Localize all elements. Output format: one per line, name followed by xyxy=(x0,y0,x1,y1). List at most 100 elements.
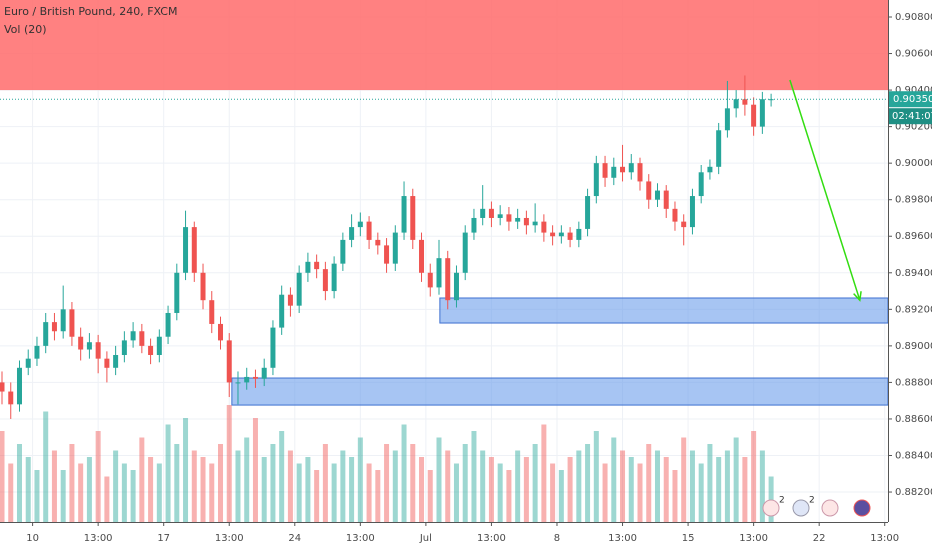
volume-bar xyxy=(672,470,678,522)
volume-bar xyxy=(261,457,267,522)
zone xyxy=(0,0,888,91)
candle-body xyxy=(654,190,660,200)
candle-body xyxy=(724,108,730,131)
x-tick-label: 8 xyxy=(554,533,560,544)
candle-body xyxy=(314,261,320,270)
candle-body xyxy=(716,130,722,167)
volume-bar xyxy=(148,457,154,522)
candle-body xyxy=(375,239,381,246)
candle-body xyxy=(218,323,224,341)
volume-bar xyxy=(663,457,669,522)
volume-bar xyxy=(506,470,512,522)
volume-bar xyxy=(270,444,276,522)
volume-bar xyxy=(244,437,250,522)
candle-body xyxy=(401,196,407,233)
volume-bar xyxy=(419,457,425,522)
candle-body xyxy=(104,358,110,368)
candle-body xyxy=(558,232,564,237)
candle-body xyxy=(620,166,626,173)
volume-bar xyxy=(558,470,564,522)
volume-bar xyxy=(218,444,224,522)
x-tick-label: 13:00 xyxy=(608,533,637,544)
volume-bar xyxy=(611,437,617,522)
volume-bar xyxy=(252,418,258,522)
candle-body xyxy=(8,391,14,405)
candle-body xyxy=(244,376,250,383)
x-tick-label: 13:00 xyxy=(346,533,375,544)
volume-bar xyxy=(698,463,704,522)
chart-title: Euro / British Pound, 240, FXCM xyxy=(4,5,177,18)
event-icon[interactable] xyxy=(762,499,780,517)
candle-body xyxy=(410,196,416,240)
volume-bar xyxy=(183,418,189,522)
candle-body xyxy=(183,227,189,273)
candle-body xyxy=(296,272,302,306)
candle-body xyxy=(751,104,757,127)
candle-body xyxy=(305,261,311,273)
candle-body xyxy=(576,228,582,240)
volume-bar xyxy=(384,444,390,522)
x-tick-label: Jul xyxy=(419,533,432,544)
volume-bar xyxy=(0,431,5,522)
candle-body xyxy=(506,214,512,222)
candle-body xyxy=(628,163,634,173)
volume-bar xyxy=(331,463,337,522)
volume-bar xyxy=(340,450,346,522)
event-icon[interactable] xyxy=(821,499,839,517)
volume-bar xyxy=(322,444,328,522)
candle-body xyxy=(453,272,459,301)
arrow-head xyxy=(853,291,862,302)
volume-bar xyxy=(751,431,757,522)
volume-bar xyxy=(16,444,22,522)
volume-bar xyxy=(453,463,459,522)
candle-body xyxy=(689,196,695,228)
indicator-label: Vol (20) xyxy=(4,23,47,36)
volume-bar xyxy=(436,437,442,522)
volume-bar xyxy=(620,450,626,522)
volume-bar xyxy=(480,450,486,522)
candle-body xyxy=(0,382,5,392)
volume-bar xyxy=(637,463,643,522)
volume-bar xyxy=(34,470,40,522)
volume-bar xyxy=(707,444,713,522)
volume-bar xyxy=(357,437,363,522)
volume-bar xyxy=(314,470,320,522)
event-count: 2 xyxy=(779,496,785,506)
x-tick-label: 24 xyxy=(288,533,301,544)
candle-body xyxy=(419,239,425,273)
candle-body xyxy=(287,294,293,306)
volume-bar xyxy=(497,463,503,522)
candle-body xyxy=(43,322,49,346)
volume-bar xyxy=(724,450,730,522)
volume-bar xyxy=(226,405,232,522)
countdown-box xyxy=(889,108,932,125)
event-icon[interactable] xyxy=(853,499,871,517)
candle-body xyxy=(174,272,180,313)
candle-body xyxy=(113,355,119,368)
volume-bar xyxy=(602,463,608,522)
candle-body xyxy=(733,99,739,109)
candle-body xyxy=(60,309,66,332)
candle-body xyxy=(200,272,206,301)
candle-body xyxy=(637,163,643,182)
plot xyxy=(0,0,889,522)
volume-bar xyxy=(689,450,695,522)
volume-bar xyxy=(69,444,75,522)
x-tick-label: 15 xyxy=(682,533,695,544)
candle-body xyxy=(51,322,57,332)
candle-body xyxy=(139,331,145,346)
x-axis-panel xyxy=(0,522,932,550)
volume-bar xyxy=(488,457,494,522)
candle-body xyxy=(523,217,529,226)
x-tick-label: 13:00 xyxy=(84,533,113,544)
candle-body xyxy=(34,345,40,359)
volume-bar xyxy=(628,457,634,522)
event-icon[interactable] xyxy=(792,499,810,517)
candle-body xyxy=(427,272,433,288)
x-tick-label: 17 xyxy=(157,533,170,544)
candle-body xyxy=(261,367,267,379)
candle-body xyxy=(235,382,241,384)
